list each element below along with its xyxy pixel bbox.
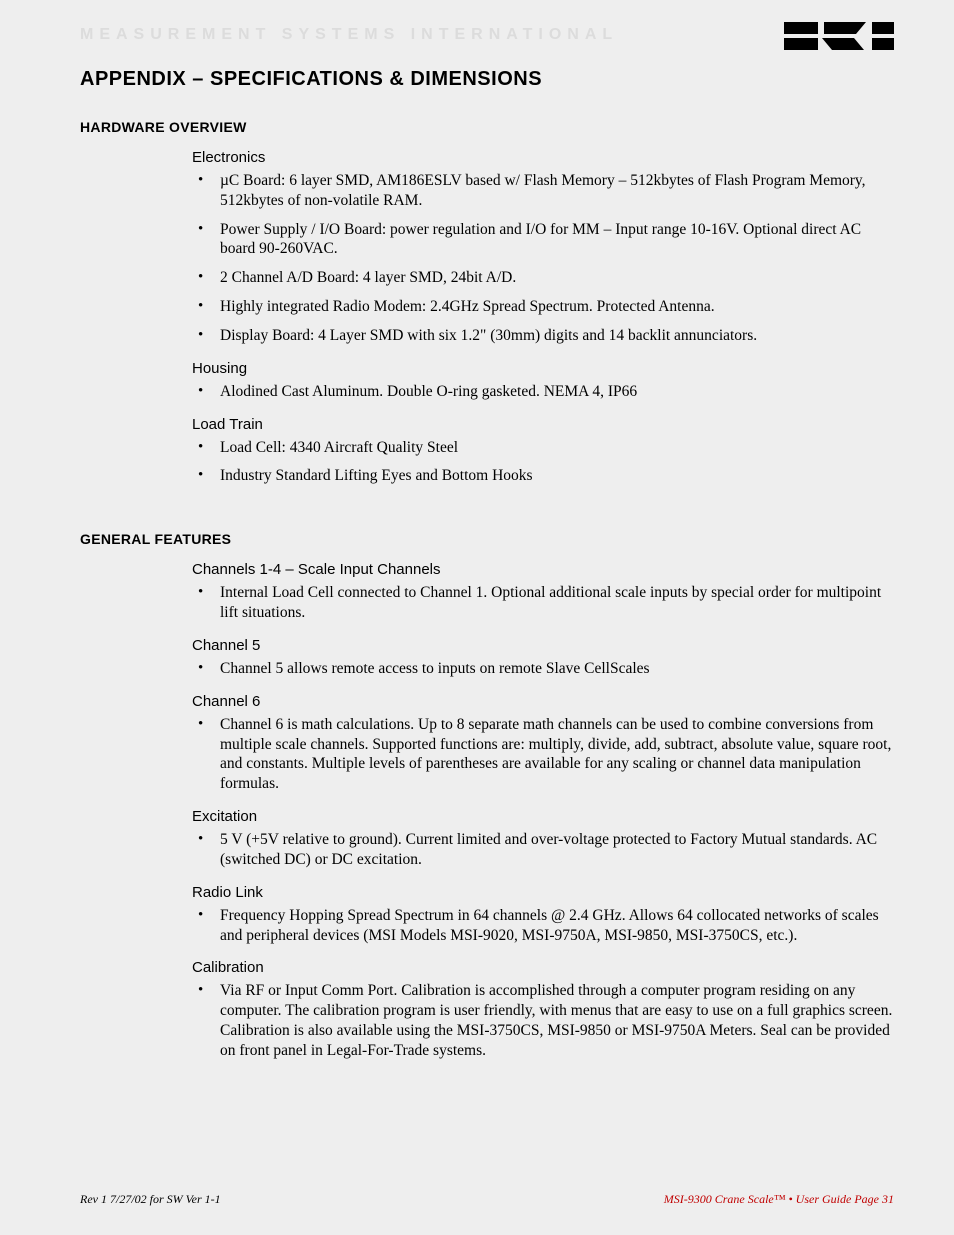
sub-ch5: Channel 5	[192, 637, 894, 654]
sub-ch14: Channels 1-4 – Scale Input Channels	[192, 561, 894, 578]
list-ch6: Channel 6 is math calculations. Up to 8 …	[192, 715, 894, 794]
list-item: Load Cell: 4340 Aircraft Quality Steel	[192, 438, 894, 458]
section-hardware: HARDWARE OVERVIEW	[80, 119, 894, 135]
list-radio: Frequency Hopping Spread Spectrum in 64 …	[192, 906, 894, 946]
general-block: Channels 1-4 – Scale Input Channels Inte…	[192, 561, 894, 1060]
document-page: MEASUREMENT SYSTEMS INTERNATIONAL APPEND…	[0, 0, 954, 1235]
footer-right: MSI-9300 Crane Scale™ • User Guide Page …	[664, 1192, 894, 1207]
list-calibration: Via RF or Input Comm Port. Calibration i…	[192, 981, 894, 1060]
list-housing: Alodined Cast Aluminum. Double O-ring ga…	[192, 382, 894, 402]
sub-housing: Housing	[192, 360, 894, 377]
page-title: APPENDIX – SPECIFICATIONS & DIMENSIONS	[80, 68, 894, 91]
list-item: Internal Load Cell connected to Channel …	[192, 583, 894, 623]
section-general: GENERAL FEATURES	[80, 531, 894, 547]
list-item: 2 Channel A/D Board: 4 layer SMD, 24bit …	[192, 268, 894, 288]
hardware-block: Electronics µC Board: 6 layer SMD, AM186…	[192, 149, 894, 486]
company-name: MEASUREMENT SYSTEMS INTERNATIONAL	[80, 26, 618, 44]
list-electronics: µC Board: 6 layer SMD, AM186ESLV based w…	[192, 171, 894, 346]
list-ch5: Channel 5 allows remote access to inputs…	[192, 659, 894, 679]
sub-ch6: Channel 6	[192, 693, 894, 710]
list-ch14: Internal Load Cell connected to Channel …	[192, 583, 894, 623]
sub-radio: Radio Link	[192, 884, 894, 901]
page-header: MEASUREMENT SYSTEMS INTERNATIONAL	[80, 20, 894, 50]
list-item: Channel 5 allows remote access to inputs…	[192, 659, 894, 679]
page-footer: Rev 1 7/27/02 for SW Ver 1-1 MSI-9300 Cr…	[80, 1192, 894, 1207]
footer-left: Rev 1 7/27/02 for SW Ver 1-1	[80, 1192, 221, 1207]
company-logo	[784, 20, 894, 50]
list-item: Channel 6 is math calculations. Up to 8 …	[192, 715, 894, 794]
list-item: Frequency Hopping Spread Spectrum in 64 …	[192, 906, 894, 946]
list-item: µC Board: 6 layer SMD, AM186ESLV based w…	[192, 171, 894, 211]
sub-load-train: Load Train	[192, 416, 894, 433]
list-item: Via RF or Input Comm Port. Calibration i…	[192, 981, 894, 1060]
sub-excitation: Excitation	[192, 808, 894, 825]
list-load-train: Load Cell: 4340 Aircraft Quality Steel I…	[192, 438, 894, 487]
list-item: Power Supply / I/O Board: power regulati…	[192, 220, 894, 260]
list-excitation: 5 V (+5V relative to ground). Current li…	[192, 830, 894, 870]
sub-calibration: Calibration	[192, 959, 894, 976]
list-item: Alodined Cast Aluminum. Double O-ring ga…	[192, 382, 894, 402]
list-item: Industry Standard Lifting Eyes and Botto…	[192, 466, 894, 486]
list-item: 5 V (+5V relative to ground). Current li…	[192, 830, 894, 870]
list-item: Display Board: 4 Layer SMD with six 1.2"…	[192, 326, 894, 346]
list-item: Highly integrated Radio Modem: 2.4GHz Sp…	[192, 297, 894, 317]
sub-electronics: Electronics	[192, 149, 894, 166]
